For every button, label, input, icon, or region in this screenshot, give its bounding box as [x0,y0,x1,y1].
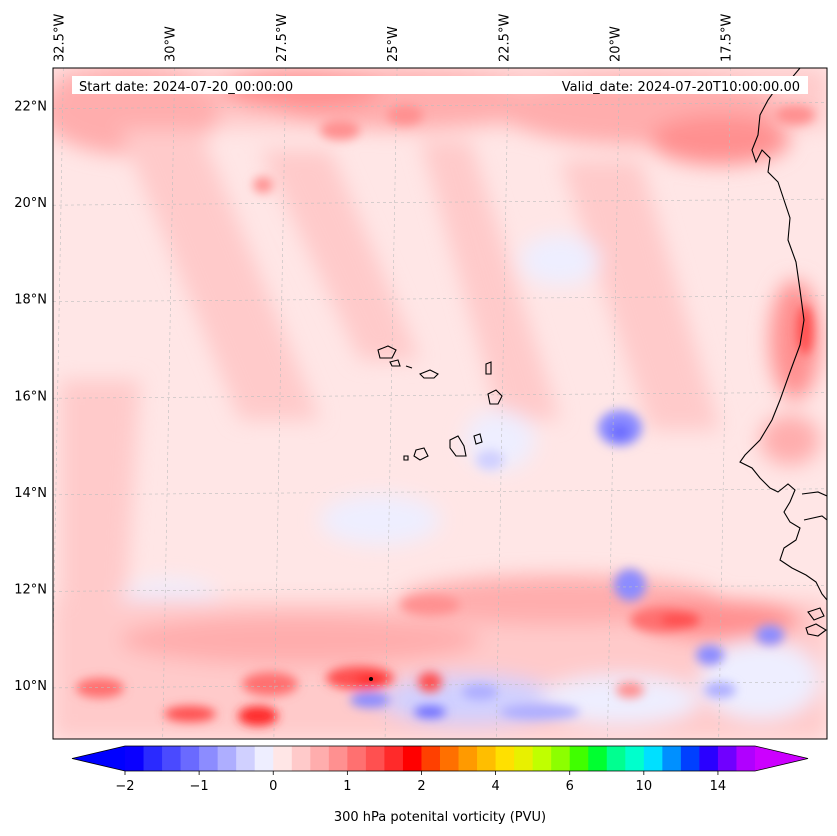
colorbar-tick-label: 14 [710,779,727,794]
field-small-features [76,105,815,726]
colorbar-tick-label: 6 [566,779,574,794]
colorbar-segment [477,746,497,771]
colorbar-segment [273,746,293,771]
colorbar-tick-label: −2 [115,779,134,794]
start-date-label: Start date: 2024-07-20_00:00:00 [79,80,293,95]
latitude-tick-label: 12°N [14,582,47,597]
colorbar-segment [291,746,311,771]
meridian-line [384,68,398,739]
meridian-line [718,68,731,739]
colorbar-segment [440,746,460,771]
african-coastline [739,68,827,601]
latitude-labels: 22°N 20°N 18°N 16°N 14°N 12°N 10°N [14,100,47,694]
colorbar-segment [606,746,626,771]
colorbar-segment [662,746,682,771]
longitude-labels: 32.5°W 30°W 27.5°W 25°W 22.5°W 20°W 17.5°W [52,14,734,62]
colorbar-segment [643,746,663,771]
colorbar-segment [495,746,515,771]
colorbar-segment [680,746,700,771]
colorbar-segment [699,746,719,771]
meridian-line [495,68,509,739]
colorbar: −2 −1 0 1 2 4 6 10 14 300 hPa potenital vorticit… [71,745,809,825]
colorbar-segment [180,746,200,771]
colorbar-segment [421,746,441,771]
island-maio [473,433,483,445]
colorbar-segment [717,746,737,771]
colorbar-segment [402,746,422,771]
colorbar-segment [310,746,330,771]
latitude-tick-label: 22°N [14,100,47,115]
latitude-tick-label: 14°N [14,486,47,501]
colorbar-segment [514,746,534,771]
island-brava [403,455,409,461]
colorbar-ticks: −2 −1 0 1 2 4 6 10 14 [115,771,726,794]
colorbar-segment [625,746,645,771]
island-sao-vicente [389,359,401,367]
colorbar-segment [365,746,385,771]
colorbar-segment [328,746,348,771]
colorbar-tick-label: 10 [636,779,653,794]
meridian-line [607,68,620,739]
longitude-tick-label: 27.5°W [275,14,290,62]
longitude-tick-label: 20°W [608,26,623,62]
longitude-tick-label: 32.5°W [52,14,67,62]
coast-fragment-2 [803,515,827,521]
colorbar-segment [125,746,145,771]
small-island-dot [368,676,374,682]
island-sao-nicolau [419,369,439,379]
colorbar-segment [384,746,404,771]
coast-fragment-4 [805,623,827,637]
latitude-tick-label: 18°N [14,293,47,308]
island-santa-luzia [405,365,413,369]
colorbar-segment [347,746,367,771]
colorbar-segments [125,746,756,771]
colorbar-segment [736,746,756,771]
longitude-tick-label: 17.5°W [720,14,735,62]
colorbar-segment [143,746,163,771]
island-santo-antao [377,345,397,359]
colorbar-segment [551,746,571,771]
colorbar-segment [217,746,237,771]
colorbar-segment [199,746,219,771]
colorbar-tick-label: 2 [417,779,425,794]
colorbar-segment [458,746,478,771]
meridian-line [162,68,175,739]
colorbar-segment [532,746,552,771]
island-sal [485,361,492,375]
latitude-tick-label: 10°N [14,679,47,694]
latitude-tick-label: 20°N [14,196,47,211]
colorbar-tick-label: −1 [190,779,209,794]
date-banner [72,76,808,94]
longitude-tick-label: 30°W [164,26,179,62]
colorbar-over-arrow [755,746,808,771]
colorbar-title: 300 hPa potenital vorticity (PVU) [334,810,546,825]
colorbar-tick-label: 1 [343,779,351,794]
colorbar-segment [162,746,182,771]
colorbar-tick-label: 0 [269,779,277,794]
island-boa-vista [487,389,503,405]
latitude-tick-label: 16°N [14,389,47,404]
map-frame [52,67,828,740]
colorbar-segment [236,746,256,771]
colorbar-segment [569,746,589,771]
longitude-tick-label: 22.5°W [497,14,512,62]
colorbar-segment [588,746,608,771]
colorbar-under-arrow [72,746,125,771]
colorbar-tick-label: 4 [491,779,499,794]
coast-fragment-3 [807,607,825,621]
island-fogo [413,447,429,461]
meridian-line [273,68,287,739]
longitude-tick-label: 25°W [386,26,401,62]
vorticity-field [53,68,827,739]
valid-date-label: Valid_date: 2024-07-20T10:00:00.00 [562,80,800,95]
coast-fragment-1 [801,491,827,497]
island-santiago [449,435,467,457]
colorbar-segment [254,746,274,771]
coastlines [368,68,827,682]
